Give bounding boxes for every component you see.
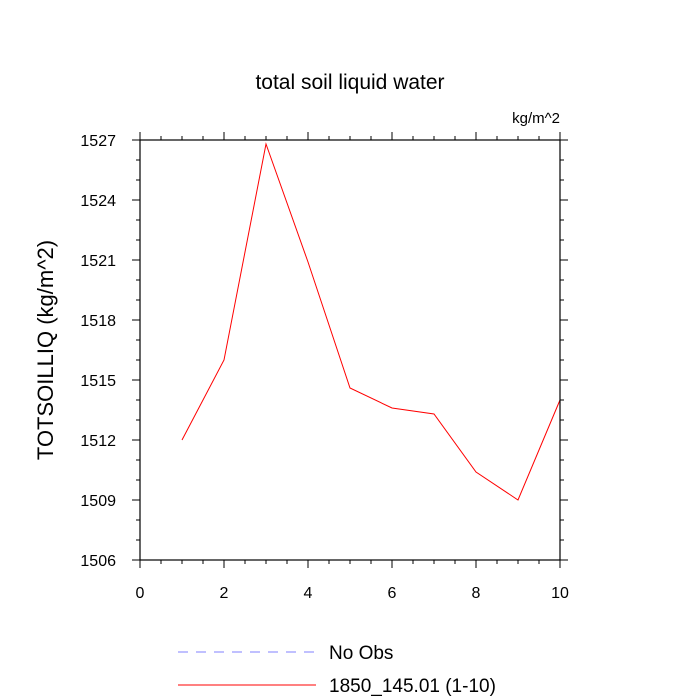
plot-frame xyxy=(139,139,561,561)
tick-labels: 0 2 4 6 8 10 1506 1509 1512 1515 1518 1521 1524 1527 xyxy=(80,133,569,602)
y-tick-label: 1515 xyxy=(80,373,116,390)
x-tick-label: 4 xyxy=(304,585,313,602)
y-tick-label: 1512 xyxy=(80,433,116,450)
y-tick-label: 1518 xyxy=(80,313,116,330)
legend-label-0: No Obs xyxy=(329,643,393,664)
plot-area xyxy=(181,142,561,501)
series-line-1 xyxy=(181,142,561,501)
y-tick-label: 1506 xyxy=(80,553,116,570)
x-tick-label: 2 xyxy=(220,585,229,602)
x-tick-label: 10 xyxy=(551,585,569,602)
legend: No Obs 1850_145.01 (1-10) xyxy=(178,643,496,697)
y-tick-label: 1509 xyxy=(80,493,116,510)
y-tick-label: 1527 xyxy=(80,133,116,150)
axis-ticks xyxy=(132,132,568,568)
y-tick-label: 1521 xyxy=(80,253,116,270)
y-tick-label: 1524 xyxy=(80,193,116,210)
x-tick-label: 8 xyxy=(472,585,481,602)
y-axis-label: TOTSOILLIQ (kg/m^2) xyxy=(33,240,58,460)
chart-title: total soil liquid water xyxy=(255,71,444,94)
units-label: kg/m^2 xyxy=(512,110,560,127)
x-tick-label: 6 xyxy=(388,585,397,602)
x-tick-label: 0 xyxy=(136,585,145,602)
legend-label-1: 1850_145.01 (1-10) xyxy=(329,676,496,697)
